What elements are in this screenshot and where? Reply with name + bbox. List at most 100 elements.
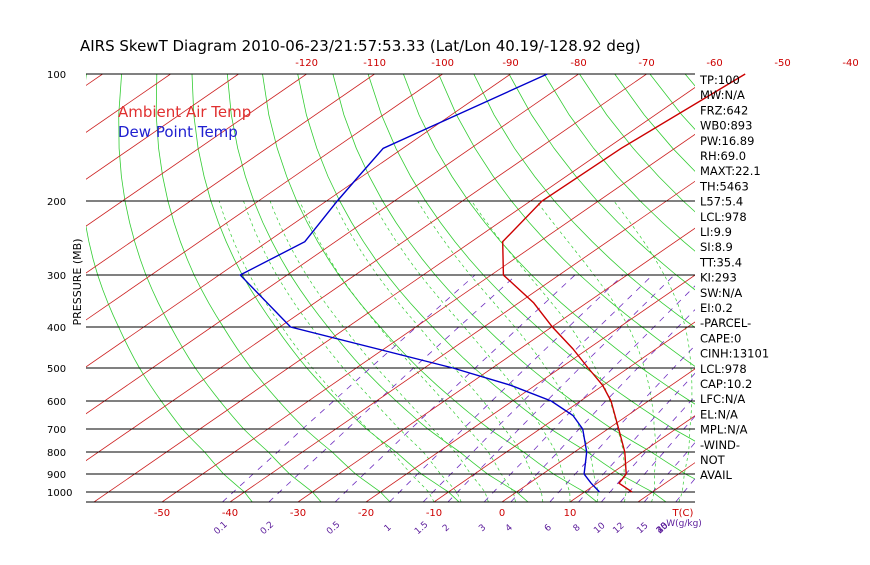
mixing-ratio-label: 2 xyxy=(441,523,452,534)
dry-adiabat-line xyxy=(756,74,870,502)
index-value: EL:N/A xyxy=(700,407,738,421)
mixing-ratio-line xyxy=(390,275,624,502)
pressure-tick-label: 700 xyxy=(47,425,66,436)
mixing-ratio-label: 8 xyxy=(572,523,583,534)
moist-adiabat-line xyxy=(760,201,861,502)
index-value: CINH:13101 xyxy=(700,347,769,361)
top-temp-tick-label: -120 xyxy=(295,58,318,69)
pressure-tick-label: 800 xyxy=(47,448,66,459)
mixing-ratio-label: 1 xyxy=(383,523,394,534)
isotherm-line xyxy=(0,74,579,502)
top-temp-tick-label: -60 xyxy=(706,58,722,69)
index-value: -WIND- xyxy=(700,438,740,452)
index-value: LCL:978 xyxy=(700,362,747,376)
moist-adiabat-line xyxy=(270,201,488,502)
index-value: SW:N/A xyxy=(700,286,742,300)
isotherm-line xyxy=(434,74,870,502)
chart-title: AIRS SkewT Diagram 2010-06-23/21:57:53.3… xyxy=(80,37,641,55)
index-value: RH:69.0 xyxy=(700,149,746,163)
legend-ambient-air-temp: Ambient Air Temp xyxy=(118,103,251,121)
top-temp-tick-label: -50 xyxy=(774,58,790,69)
pressure-tick-label: 500 xyxy=(47,364,66,375)
index-value: LI:9.9 xyxy=(700,225,732,239)
bottom-temp-tick-label: 0 xyxy=(499,508,505,519)
pressure-tick-label: 900 xyxy=(47,470,66,481)
index-value: TP:100 xyxy=(699,73,740,87)
y-axis-label: PRESSURE (MB) xyxy=(71,239,84,326)
top-temp-tick-label: -90 xyxy=(502,58,518,69)
moist-adiabat-line xyxy=(300,201,516,502)
dry-adiabat-line xyxy=(333,74,735,502)
mixing-ratio-label: 10 xyxy=(592,521,607,536)
isotherm-line xyxy=(0,74,103,502)
legend-dew-point-temp: Dew Point Temp xyxy=(118,123,238,141)
dry-adiabat-line xyxy=(861,74,870,502)
isotherm-line xyxy=(774,74,870,502)
bottom-temp-tick-label: -40 xyxy=(222,508,238,519)
top-temp-tick-label: -110 xyxy=(363,58,386,69)
top-temp-tick-label: -100 xyxy=(431,58,454,69)
index-value: TH:5463 xyxy=(699,179,749,193)
mixing-ratio-line xyxy=(755,275,870,502)
bottom-temp-tick-label: -30 xyxy=(290,508,306,519)
index-value: PW:16.89 xyxy=(700,134,754,148)
pressure-tick-label: 600 xyxy=(47,397,66,408)
mixing-ratio-label: 12 xyxy=(611,521,626,536)
index-value: MPL:N/A xyxy=(700,423,748,437)
dry-adiabat-line xyxy=(791,74,870,502)
mixing-ratio-label: 0.2 xyxy=(259,520,276,537)
pressure-tick-label: 300 xyxy=(47,271,66,282)
top-temp-tick-label: -40 xyxy=(842,58,858,69)
moist-adiabat-line xyxy=(418,201,598,502)
index-value: TT:35.4 xyxy=(699,255,742,269)
top-temp-tick-label: -80 xyxy=(570,58,586,69)
dry-adiabat-line xyxy=(439,74,870,502)
mixing-ratio-line xyxy=(448,275,674,502)
index-value: LFC:N/A xyxy=(700,392,745,406)
pressure-tick-label: 1000 xyxy=(47,488,72,499)
mixing-ratio-label: 0.1 xyxy=(212,520,229,537)
mixing-ratio-label: 1.5 xyxy=(413,520,430,537)
moist-adiabat-line xyxy=(244,201,462,502)
index-value: SI:8.9 xyxy=(700,240,733,254)
mixing-ratio-label: 6 xyxy=(543,523,554,534)
index-value: MAXT:22.1 xyxy=(700,164,761,178)
isotherm-line xyxy=(0,74,35,502)
index-value: KI:293 xyxy=(700,271,737,285)
mixing-ratio-label: 3 xyxy=(477,523,488,534)
isotherm-line xyxy=(502,74,870,502)
dry-adiabat-line xyxy=(826,74,870,502)
isotherm-line xyxy=(842,74,870,502)
pressure-tick-label: 200 xyxy=(47,197,66,208)
index-value: WB0:893 xyxy=(700,119,752,133)
index-value: MW:N/A xyxy=(700,88,745,102)
top-temp-tick-label: -70 xyxy=(638,58,654,69)
isotherm-line xyxy=(230,74,851,502)
mixing-ratio-label: 0.5 xyxy=(325,520,342,537)
moist-adiabat-line xyxy=(472,201,627,502)
bottom-temp-tick-label: -20 xyxy=(358,508,374,519)
bottom-temp-tick-label: 10 xyxy=(564,508,577,519)
dry-adiabat-line xyxy=(474,74,870,502)
index-value: L57:5.4 xyxy=(700,195,743,209)
bottom-temp-tick-label: -50 xyxy=(154,508,170,519)
index-value: NOT xyxy=(700,453,726,467)
index-value: AVAIL xyxy=(700,468,733,482)
mixing-unit-label: W(g/kg) xyxy=(666,519,702,529)
mixing-ratio-label: 4 xyxy=(504,523,515,534)
index-value: EI:0.2 xyxy=(700,301,733,315)
index-value: CAP:10.2 xyxy=(700,377,752,391)
temp-unit-label: T(C) xyxy=(672,508,694,519)
index-value: CAPE:0 xyxy=(700,331,741,345)
dry-adiabat-line xyxy=(650,74,870,502)
pressure-tick-label: 400 xyxy=(47,323,66,334)
mixing-ratio-label: 15 xyxy=(635,521,650,536)
index-value: LCL:978 xyxy=(700,210,747,224)
bottom-temp-tick-label: -10 xyxy=(426,508,442,519)
index-value: FRZ:642 xyxy=(700,103,748,117)
pressure-tick-label: 100 xyxy=(47,70,66,81)
index-value: -PARCEL- xyxy=(700,316,751,330)
